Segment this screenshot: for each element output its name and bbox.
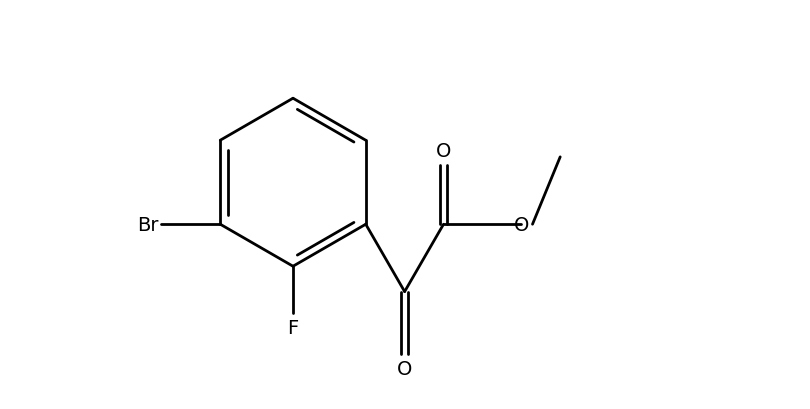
Text: O: O (436, 142, 451, 161)
Text: O: O (397, 359, 412, 378)
Text: F: F (288, 318, 299, 337)
Text: O: O (514, 215, 529, 234)
Text: Br: Br (137, 215, 159, 234)
